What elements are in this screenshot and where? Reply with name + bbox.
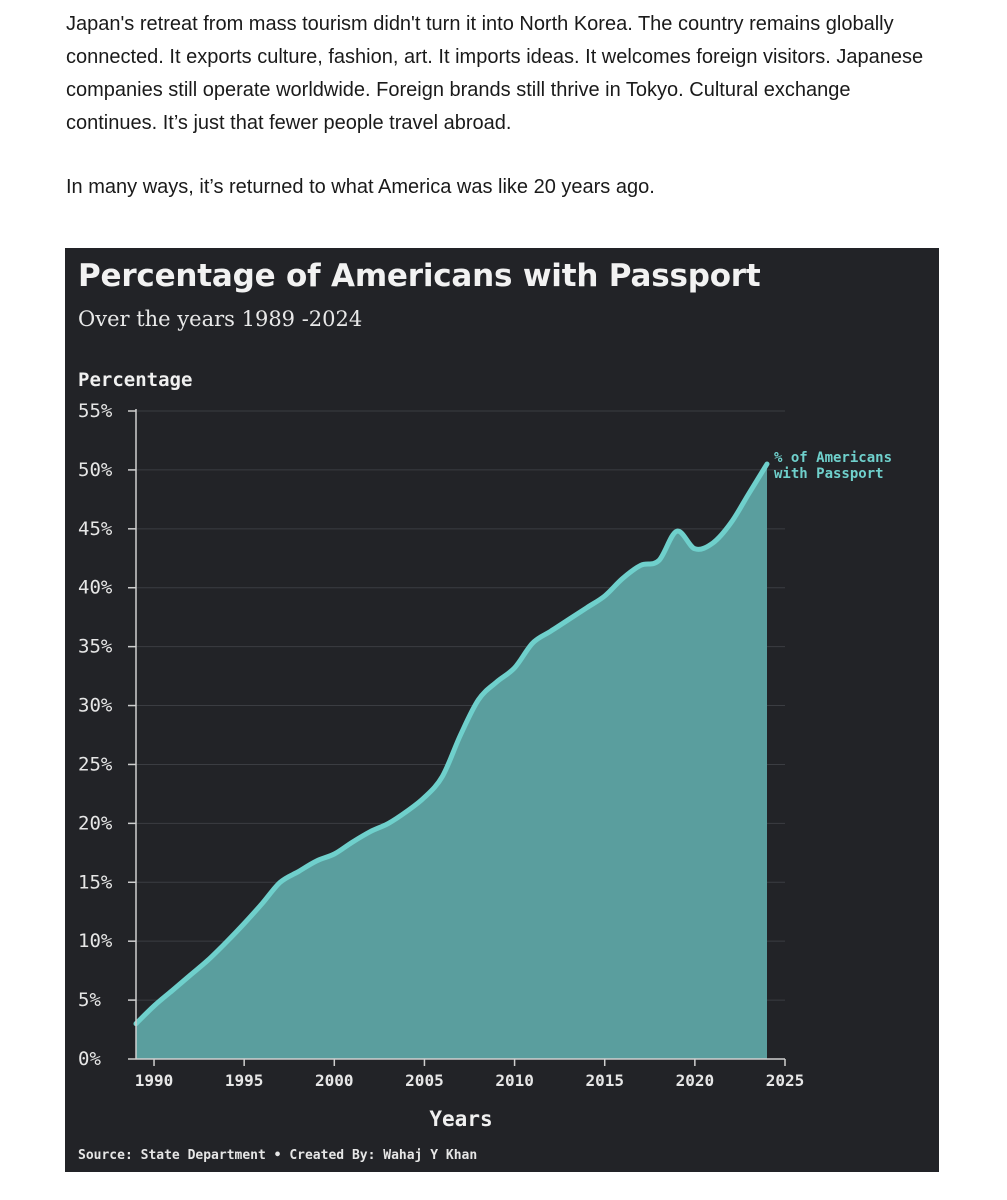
passport-area-chart: 0% 5% 10% 15% 20% 25% 30% 35% 40% 45% 50% 55% 1990 19… bbox=[78, 369, 900, 1131]
article-paragraph: Japan's retreat from mass tourism didn't… bbox=[66, 13, 924, 134]
series-line bbox=[133, 461, 770, 1027]
y-tick-label: 20% bbox=[78, 812, 113, 834]
x-tick-label: 1990 bbox=[135, 1071, 174, 1090]
axis-labels: 0% 5% 10% 15% 20% 25% 30% 35% 40% 45% 50% 55% 1990 19… bbox=[78, 400, 804, 1090]
y-tick-label: 45% bbox=[78, 518, 113, 540]
y-tick-label: 15% bbox=[78, 871, 113, 893]
y-tick-label: 10% bbox=[78, 930, 113, 952]
x-tick-label: 2015 bbox=[585, 1071, 624, 1090]
x-tick-label: 2010 bbox=[495, 1071, 534, 1090]
chart-figure: Percentage of Americans with Passport Ov… bbox=[65, 248, 939, 1172]
y-axis-title: Percentage bbox=[78, 369, 192, 391]
chart-title: Percentage of Americans with Passport bbox=[78, 258, 761, 294]
x-axis-title: Years bbox=[429, 1107, 492, 1131]
y-tick-label: 5% bbox=[78, 989, 101, 1011]
x-tick-label: 1995 bbox=[225, 1071, 264, 1090]
source-line: Source: State Department • Created By: W… bbox=[78, 1148, 477, 1163]
series-label-line: with Passport bbox=[774, 466, 884, 482]
x-tick-label: 2005 bbox=[405, 1071, 444, 1090]
article-text: Japan's retreat from mass tourism didn't… bbox=[66, 8, 946, 235]
axes bbox=[128, 409, 786, 1066]
y-tick-label: 55% bbox=[78, 400, 113, 422]
x-tick-label: 2025 bbox=[766, 1071, 805, 1090]
article-paragraph: In many ways, it’s returned to what Amer… bbox=[66, 176, 655, 198]
separator-dot: • bbox=[273, 1148, 282, 1163]
x-tick-label: 2020 bbox=[676, 1071, 715, 1090]
credit-text: Created By: Wahaj Y Khan bbox=[289, 1148, 478, 1163]
y-tick-label: 30% bbox=[78, 695, 113, 717]
y-tick-label: 40% bbox=[78, 577, 113, 599]
y-tick-label: 50% bbox=[78, 459, 113, 481]
x-tick-label: 2000 bbox=[315, 1071, 354, 1090]
y-tick-label: 0% bbox=[78, 1048, 101, 1070]
source-text: Source: State Department bbox=[78, 1148, 266, 1163]
series-label: % of Americans with Passport bbox=[774, 450, 900, 482]
chart-subtitle: Over the years 1989 -2024 bbox=[78, 307, 363, 331]
series-label-line: % of Americans bbox=[774, 450, 892, 466]
y-tick-label: 25% bbox=[78, 753, 113, 775]
y-tick-label: 35% bbox=[78, 636, 113, 658]
